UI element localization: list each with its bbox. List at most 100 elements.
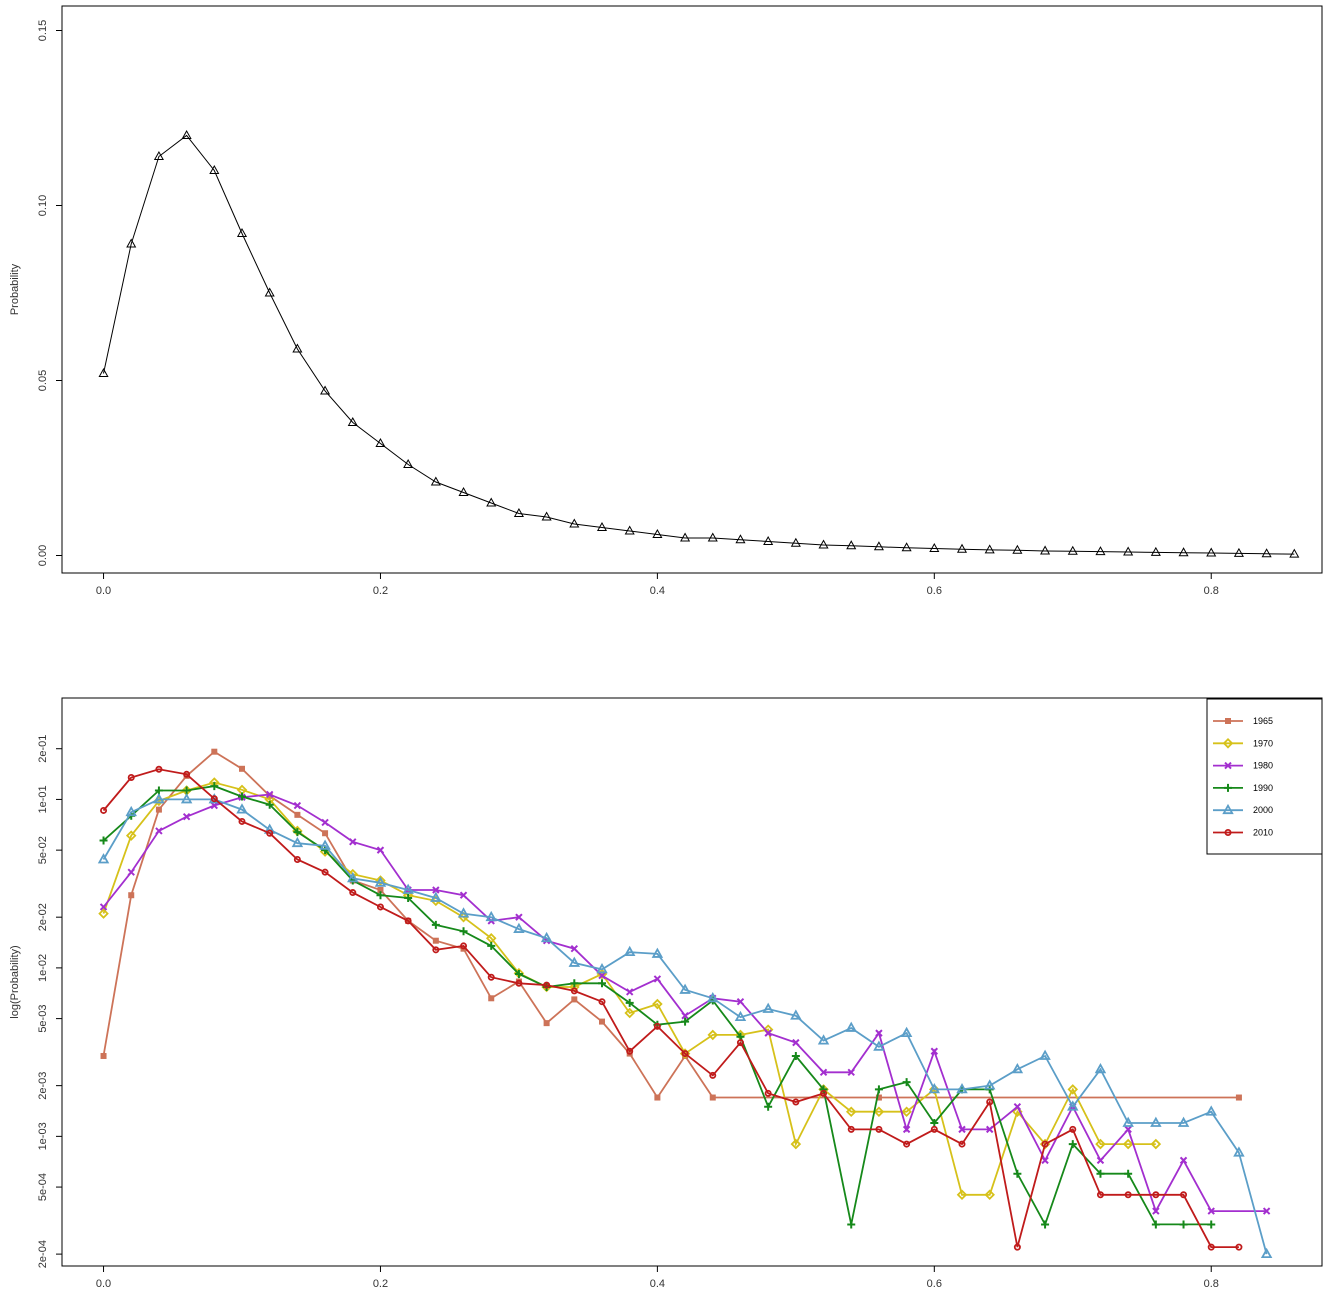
- data-point: [1262, 1207, 1271, 1215]
- data-point: [459, 891, 468, 899]
- series-1990: [99, 782, 1216, 1229]
- data-point: [293, 801, 302, 810]
- data-point: [817, 1034, 830, 1045]
- data-point: [99, 903, 108, 911]
- data-point: [210, 795, 218, 803]
- legend-swatch-marker: [1225, 718, 1231, 724]
- data-point: [901, 1106, 912, 1118]
- data-point: [709, 1094, 716, 1101]
- data-point: [236, 803, 248, 814]
- data-point: [654, 1094, 661, 1101]
- data-point: [873, 541, 884, 551]
- data-point: [599, 1018, 605, 1025]
- data-point: [709, 1071, 717, 1079]
- data-point: [763, 535, 774, 545]
- series-line: [102, 798, 1268, 1255]
- data-point: [487, 973, 495, 981]
- data-point: [845, 1021, 857, 1032]
- data-point: [430, 476, 441, 486]
- data-point: [1150, 546, 1161, 556]
- x-tick-label: 0.4: [650, 1278, 665, 1290]
- data-point: [930, 1125, 938, 1133]
- data-point: [707, 1029, 719, 1041]
- data-point: [956, 1189, 968, 1201]
- data-point: [291, 836, 304, 848]
- data-point: [127, 773, 135, 781]
- data-point: [1122, 1116, 1134, 1127]
- data-point: [902, 1078, 911, 1087]
- data-point: [1041, 1156, 1049, 1165]
- data-point: [514, 969, 523, 978]
- data-point: [792, 1038, 800, 1047]
- data-point: [985, 1125, 994, 1134]
- x-tick-label: 0.0: [96, 1278, 111, 1290]
- data-point: [1123, 546, 1134, 556]
- data-point: [1040, 545, 1051, 555]
- data-point: [762, 1002, 774, 1013]
- data-point: [1041, 1140, 1049, 1148]
- data-point: [903, 1140, 911, 1148]
- data-point: [598, 979, 606, 988]
- data-point: [1152, 1207, 1160, 1215]
- data-point: [847, 1220, 856, 1229]
- data-point: [155, 827, 163, 835]
- series-1970: [98, 777, 1162, 1201]
- data-point: [596, 521, 608, 531]
- data-point: [790, 537, 801, 547]
- data-point: [734, 1010, 747, 1022]
- data-point: [1068, 1140, 1077, 1149]
- legend-label: 2010: [1253, 828, 1273, 838]
- data-point: [1207, 1220, 1216, 1229]
- data-point: [98, 367, 109, 377]
- data-point: [623, 945, 636, 957]
- series-2010: [100, 765, 1243, 1251]
- data-point: [1261, 548, 1272, 558]
- data-point: [266, 829, 274, 837]
- data-point: [125, 805, 137, 817]
- legend-swatch-marker: [1222, 803, 1234, 815]
- data-point: [1179, 1220, 1188, 1229]
- data-point: [210, 801, 219, 810]
- data-point: [181, 129, 192, 139]
- data-point: [376, 891, 385, 900]
- x-tick-label: 0.6: [927, 1278, 942, 1290]
- data-point: [707, 532, 718, 542]
- data-point: [956, 543, 968, 553]
- data-point: [875, 1029, 883, 1037]
- data-point: [293, 828, 302, 837]
- y-tick-label: 5e-03: [37, 1005, 49, 1033]
- data-point: [983, 1079, 996, 1090]
- data-point: [1124, 1191, 1132, 1199]
- data-point: [570, 987, 578, 995]
- data-point: [515, 979, 523, 987]
- data-point: [1011, 1062, 1024, 1074]
- data-point: [183, 770, 191, 778]
- data-point: [958, 1140, 966, 1148]
- data-point: [571, 996, 578, 1003]
- data-point: [819, 1068, 828, 1077]
- data-point: [1206, 547, 1217, 557]
- data-point: [376, 903, 384, 911]
- x-tick-label: 0.2: [373, 1278, 388, 1290]
- chart-1: 0.0 0.2 0.4 0.6 0.8 0.00 0.05 0.10 0.15 Probabili…: [9, 5, 1323, 597]
- data-point: [1151, 1220, 1160, 1229]
- data-point: [321, 818, 329, 827]
- data-point: [404, 893, 413, 902]
- data-point: [209, 164, 220, 174]
- data-point: [1233, 1146, 1245, 1157]
- data-point: [986, 1098, 994, 1106]
- data-point: [264, 287, 275, 297]
- data-point: [818, 539, 829, 549]
- data-point: [180, 793, 193, 804]
- data-point: [847, 1125, 855, 1133]
- data-point: [901, 542, 912, 552]
- data-point: [376, 846, 385, 854]
- data-point: [432, 946, 440, 954]
- data-point: [211, 748, 218, 755]
- data-point: [1013, 1102, 1022, 1111]
- y-tick-label: 2e-03: [37, 1072, 49, 1100]
- data-point: [543, 1020, 550, 1027]
- data-point: [1067, 545, 1078, 555]
- data-point: [570, 979, 579, 988]
